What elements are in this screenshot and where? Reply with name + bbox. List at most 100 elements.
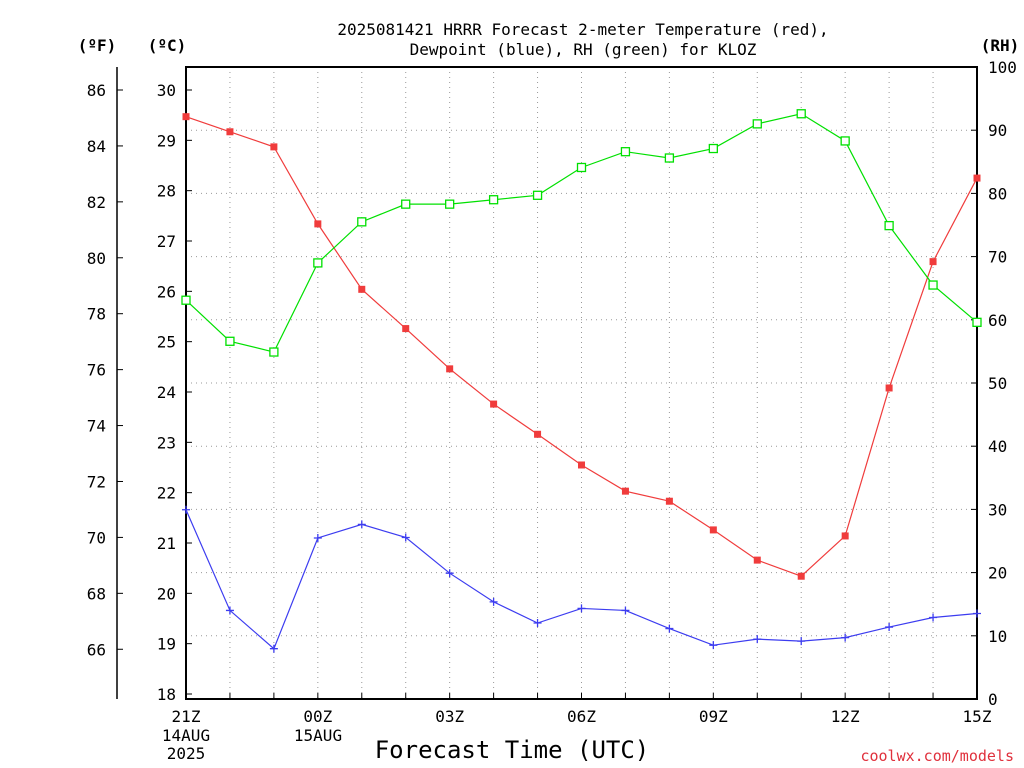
data-point [665, 624, 674, 633]
data-point [620, 147, 631, 157]
tick-labels: 66 68 70 72 74 76 78 80 82 84 86 18 19 20 21 22 23 24 25 26… [87, 58, 1017, 726]
celsius-tick-label: 19 [157, 635, 176, 654]
axes [116, 66, 978, 700]
fahrenheit-tick-label: 78 [87, 305, 106, 324]
rh-tick-label: 20 [988, 564, 1007, 583]
data-point [973, 174, 981, 182]
credit-text: coolwx.com/models [860, 747, 1014, 765]
data-point [402, 325, 410, 333]
rh-tick-label: 70 [988, 248, 1007, 267]
data-point [182, 505, 190, 514]
date-label-1-line2: 2025 [167, 744, 206, 763]
rh-tick-label: 90 [988, 121, 1007, 140]
data-point [709, 526, 717, 534]
celsius-tick-label: 22 [157, 484, 176, 503]
data-point [797, 637, 806, 646]
data-point [181, 295, 191, 305]
celsius-tick-label: 26 [157, 282, 176, 301]
x-tick-label: 00Z [303, 707, 332, 726]
rh-unit-label: (RH) [981, 36, 1020, 55]
data-point [446, 365, 454, 373]
rh-tick-label: 0 [988, 690, 998, 709]
data-point [534, 430, 542, 438]
grid-lines [186, 67, 977, 699]
data-point [489, 597, 498, 606]
data-point [225, 606, 234, 615]
data-point [577, 604, 586, 613]
data-point [884, 220, 894, 231]
data-point [709, 641, 718, 650]
celsius-tick-label: 25 [157, 333, 176, 352]
celsius-tick-label: 28 [157, 182, 176, 201]
data-point [401, 199, 411, 209]
fahrenheit-tick-label: 84 [87, 137, 106, 156]
celsius-tick-label: 27 [157, 232, 176, 251]
data-point [445, 569, 454, 578]
fahrenheit-tick-label: 74 [87, 417, 106, 436]
data-point [578, 461, 585, 469]
data-point [973, 609, 981, 618]
data-point [533, 619, 542, 628]
series-rh [181, 109, 982, 357]
fahrenheit-tick-label: 76 [87, 361, 106, 380]
rh-tick-label: 100 [988, 58, 1017, 77]
celsius-tick-label: 21 [157, 534, 176, 553]
data-point [314, 220, 322, 228]
data-point [621, 606, 630, 615]
x-tick-label: 06Z [567, 707, 596, 726]
data-point [490, 400, 498, 408]
data-point [182, 113, 190, 121]
celsius-tick-label: 23 [157, 433, 176, 452]
celsius-unit-label: (ºC) [148, 36, 187, 55]
date-label-1-line1: 14AUG [162, 726, 210, 745]
rh-tick-label: 10 [988, 627, 1007, 646]
data-point [445, 199, 455, 209]
date-label-2: 15AUG [294, 726, 342, 745]
x-tick-label: 15Z [963, 707, 992, 726]
chart-title-line2: Dewpoint (blue), RH (green) for KLOZ [410, 40, 757, 59]
rh-tick-label: 50 [988, 374, 1007, 393]
date-label-1: 14AUG 2025 [162, 726, 210, 763]
data-point [972, 317, 982, 327]
fahrenheit-tick-label: 82 [87, 193, 106, 212]
x-tick-label: 03Z [435, 707, 464, 726]
series-dewpoint [182, 505, 981, 653]
data-point [270, 143, 278, 151]
celsius-tick-label: 24 [157, 383, 176, 402]
data-point [269, 644, 278, 653]
data-point [841, 532, 849, 540]
rh-tick-label: 30 [988, 500, 1007, 519]
chart-title-line1: 2025081421 HRRR Forecast 2-meter Tempera… [337, 20, 828, 39]
rh-tick-label: 40 [988, 437, 1007, 456]
fahrenheit-tick-label: 72 [87, 472, 106, 491]
x-axis-label: Forecast Time (UTC) [375, 736, 650, 764]
data-point [841, 633, 850, 642]
rh-tick-label: 60 [988, 311, 1007, 330]
x-tick-label: 21Z [172, 707, 201, 726]
data-point [269, 347, 279, 357]
fahrenheit-tick-label: 70 [87, 528, 106, 547]
data-point [313, 533, 322, 542]
data-series [181, 109, 982, 653]
celsius-tick-label: 18 [157, 685, 176, 704]
celsius-tick-label: 30 [157, 81, 176, 100]
x-tick-label: 09Z [699, 707, 728, 726]
data-point [226, 128, 234, 136]
data-point [929, 258, 937, 266]
data-point [488, 195, 499, 205]
x-tick-label: 12Z [831, 707, 860, 726]
data-point [885, 384, 893, 392]
data-point [621, 487, 629, 495]
data-point [532, 190, 543, 200]
data-point [885, 623, 894, 632]
data-point [708, 143, 718, 154]
data-point [840, 136, 850, 146]
fahrenheit-tick-label: 80 [87, 249, 106, 268]
data-point [665, 497, 673, 505]
data-point [401, 533, 410, 542]
fahrenheit-tick-label: 86 [87, 81, 106, 100]
celsius-tick-label: 29 [157, 131, 176, 150]
data-point [797, 572, 805, 580]
rh-tick-label: 80 [988, 184, 1007, 203]
data-point [753, 635, 762, 644]
